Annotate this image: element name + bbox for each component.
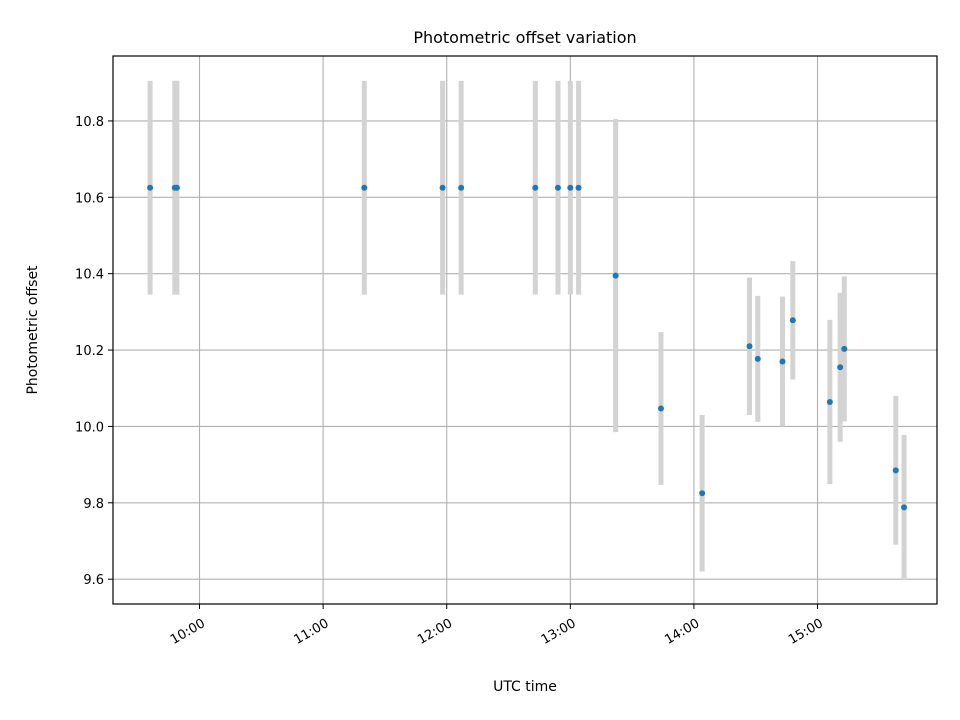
x-tick-label: 11:00	[292, 616, 332, 648]
axis-ticks: 10:00 11:00 12:00 13:00 14:00 15:00 9.6 9.8 10.0…	[75, 115, 826, 648]
data-point	[361, 184, 368, 191]
grid	[113, 56, 937, 604]
x-tick-label: 12:00	[415, 616, 455, 648]
x-tick-label: 14:00	[662, 616, 702, 648]
data-point	[575, 184, 582, 191]
x-axis-label: UTC time	[493, 679, 557, 695]
x-tick-label: 13:00	[539, 616, 579, 648]
y-axis-label: Photometric offset	[25, 265, 41, 395]
data-point	[826, 398, 833, 405]
data-point	[841, 345, 848, 352]
data-point	[458, 184, 465, 191]
data-point	[439, 184, 446, 191]
data-points	[147, 184, 908, 511]
data-point	[173, 184, 180, 191]
data-point	[532, 184, 539, 191]
x-tick-label: 10:00	[168, 616, 208, 648]
data-point	[779, 358, 786, 365]
plot-area-frame	[112, 55, 938, 605]
data-point	[746, 343, 753, 350]
y-tick-label: 10.8	[75, 115, 104, 130]
data-point	[892, 467, 899, 474]
data-point	[837, 364, 844, 371]
x-tick-label: 15:00	[786, 616, 826, 648]
y-tick-label: 10.6	[75, 191, 104, 206]
data-point	[657, 405, 664, 412]
y-tick-label: 10.2	[75, 344, 104, 359]
y-tick-label: 10.4	[75, 268, 104, 283]
y-tick-label: 10.0	[75, 420, 104, 435]
data-point	[699, 490, 706, 497]
data-point	[612, 272, 619, 279]
y-tick-label: 9.6	[83, 573, 104, 588]
data-point	[754, 355, 761, 362]
data-point	[901, 504, 908, 511]
y-tick-label: 9.8	[83, 497, 104, 512]
error-bars	[147, 80, 907, 580]
data-point	[147, 184, 154, 191]
data-point	[567, 184, 574, 191]
data-point	[789, 317, 796, 324]
chart-title: Photometric offset variation	[413, 28, 636, 47]
data-point	[554, 184, 561, 191]
